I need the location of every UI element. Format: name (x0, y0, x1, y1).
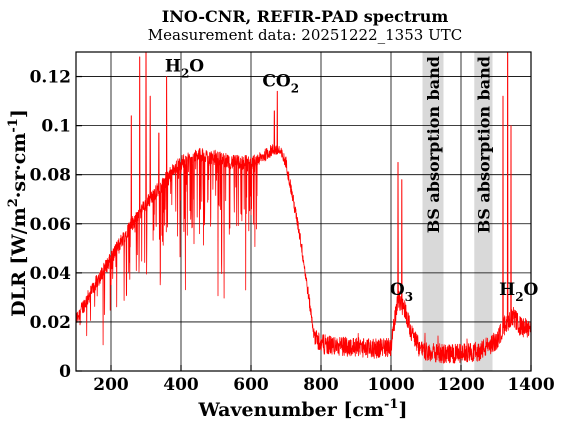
y-axis-label-end: ] (8, 109, 30, 118)
y-tick-label-5: 0.1 (41, 117, 71, 137)
y-axis-label-mid: ·sr·cm (8, 133, 30, 199)
annotation-4: H2O (499, 280, 538, 304)
x-axis-label: Wavenumber [cm-1] (198, 397, 408, 421)
annotations: BS absorption band BS absorption band H2O C… (165, 56, 539, 304)
plot-frame (75, 51, 532, 372)
chart-subtitle: Measurement data: 20251222_1353 UTC (148, 26, 462, 44)
y-tick-label-3: 0.06 (30, 215, 71, 235)
x-axis-label-text: Wavenumber [cm (198, 399, 385, 421)
annotation-3: O3 (390, 280, 413, 304)
y-axis-label-text: DLR [W/m (8, 207, 30, 317)
tick-labels: 200 400 600 800 1000 1200 1400 0 0.02 0.04 0.06 0.0… (30, 68, 555, 395)
y-axis-label-sup1: 2 (6, 198, 21, 207)
y-axis-label-sup2: -1 (6, 118, 21, 132)
y-tick-label-4: 0.08 (30, 166, 71, 186)
y-tick-label-1: 0.02 (30, 313, 71, 333)
y-tick-label-6: 0.12 (30, 68, 71, 88)
y-tick-label-0: 0 (59, 362, 71, 382)
x-tick-label-3: 800 (303, 375, 339, 395)
absorption-bands (422, 52, 493, 371)
x-axis-label-sup: -1 (384, 397, 398, 412)
annotation-1: H2O (165, 57, 204, 81)
absorption-band-label-1: BS absorption band (424, 56, 443, 233)
absorption-band-label-2: BS absorption band (474, 56, 493, 233)
y-axis-label: DLR [W/m2·sr·cm-1] (6, 109, 30, 317)
x-axis-label-end: ] (398, 399, 407, 421)
grid-lines (76, 52, 531, 371)
x-tick-label-2: 600 (233, 375, 269, 395)
tick-marks (76, 75, 532, 372)
y-tick-label-2: 0.04 (30, 264, 72, 284)
absorption-band-1 (422, 52, 444, 371)
x-tick-label-5: 1200 (437, 375, 484, 395)
x-tick-label-6: 1400 (507, 375, 554, 395)
x-tick-label-0: 200 (93, 375, 129, 395)
chart-title: INO-CNR, REFIR-PAD spectrum (162, 7, 449, 26)
annotation-2: CO2 (262, 71, 299, 95)
series-layer (76, 52, 531, 364)
x-tick-label-1: 400 (163, 375, 199, 395)
series-line-1 (76, 52, 531, 364)
x-tick-label-4: 1000 (367, 375, 414, 395)
absorption-band-2 (474, 52, 493, 371)
